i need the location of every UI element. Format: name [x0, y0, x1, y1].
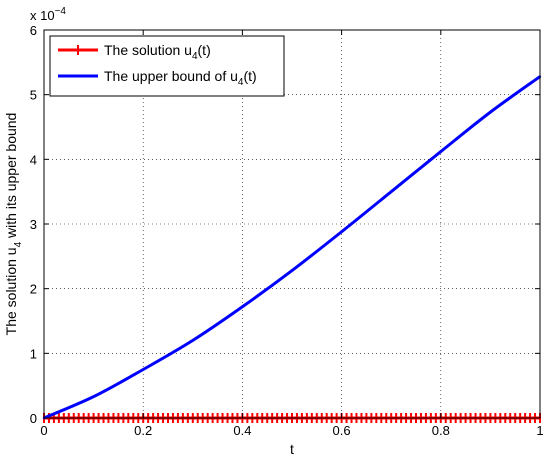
data-point-upper-bound — [290, 269, 294, 272]
legend-label-upper-bound: The upper bound of u4(t) — [104, 68, 257, 88]
data-point-upper-bound — [439, 150, 442, 153]
y-tick-label: 2 — [30, 282, 37, 297]
y-exponent-power: −4 — [55, 6, 67, 17]
legend-box — [49, 35, 285, 97]
x-tick-label: 0.4 — [233, 423, 251, 438]
y-tick-label: 6 — [30, 23, 37, 38]
x-tick-label: 1 — [536, 423, 543, 438]
legend: The solution u4(t) The upper bound of u4… — [49, 35, 285, 97]
data-point-upper-bound — [489, 110, 492, 114]
data-point-upper-bound — [340, 230, 343, 233]
y-exponent-label: x 10−4 — [30, 6, 66, 23]
y-axis-label: The solution u4 with its upper bound — [3, 113, 24, 336]
y-axis-label-subscript: 4 — [13, 241, 24, 247]
y-axis-label-main: The solution u — [3, 247, 19, 335]
y-tick-label: 0 — [30, 411, 37, 426]
data-point-upper-bound — [390, 190, 393, 193]
x-tick-label: 0 — [40, 423, 47, 438]
data-point-upper-bound — [92, 395, 95, 398]
y-axis-label-suffix: with its upper bound — [3, 113, 19, 242]
legend-label-solution: The solution u4(t) — [104, 42, 211, 62]
y-tick-label: 1 — [30, 346, 37, 361]
x-tick-label: 0.6 — [333, 423, 351, 438]
x-tick-label: 0.8 — [432, 423, 450, 438]
data-point-upper-bound — [142, 368, 145, 371]
axis-ticks: 0 0.2 0.4 0.6 0.8 1 0 1 2 3 4 5 6 — [30, 23, 544, 438]
y-tick-label: 4 — [30, 152, 37, 167]
x-tick-label: 0.2 — [134, 423, 152, 438]
data-point-upper-bound — [191, 339, 194, 342]
y-tick-label: 3 — [30, 217, 37, 232]
x-axis-label: t — [290, 441, 294, 457]
y-tick-label: 5 — [30, 88, 37, 103]
data-point-upper-bound — [241, 305, 244, 308]
